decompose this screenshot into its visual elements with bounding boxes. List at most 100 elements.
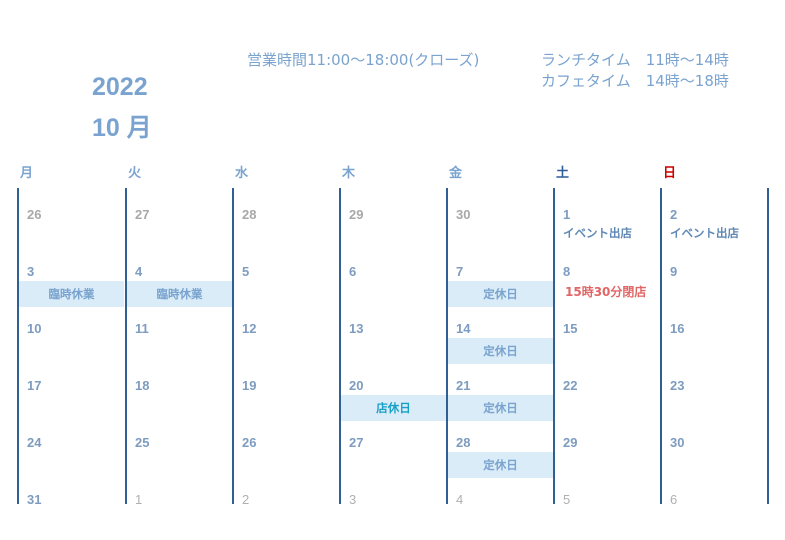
day-number: 3 — [27, 264, 35, 279]
day-cell[interactable]: 12 — [232, 309, 339, 366]
day-cell[interactable]: 29 — [553, 423, 660, 480]
day-cell[interactable]: 14 定休日 — [446, 309, 553, 366]
day-number: 18 — [135, 378, 150, 393]
day-number: 8 — [563, 264, 571, 279]
calendar-month: 10 月 — [92, 114, 152, 142]
day-number: 13 — [349, 321, 364, 336]
weekday-header: 土 — [556, 166, 570, 181]
day-cell[interactable]: 23 — [660, 366, 767, 423]
day-number: 1 — [563, 207, 571, 222]
day-cell[interactable]: 5 — [232, 252, 339, 309]
day-number: 7 — [456, 264, 464, 279]
day-number: 29 — [563, 435, 578, 450]
day-cell[interactable]: 2 — [232, 480, 339, 537]
day-number: 28 — [456, 435, 471, 450]
day-cell[interactable]: 25 — [125, 423, 232, 480]
day-cell[interactable]: 26 — [17, 195, 124, 252]
day-cell[interactable]: 6 — [660, 480, 767, 537]
day-cell[interactable]: 3 — [339, 480, 446, 537]
day-cell[interactable]: 15 — [553, 309, 660, 366]
day-event-label: 定休日 — [483, 344, 518, 358]
day-cell[interactable]: 28 定休日 — [446, 423, 553, 480]
day-cell[interactable]: 8 15時30分閉店 — [553, 252, 660, 309]
day-cell[interactable]: 16 — [660, 309, 767, 366]
day-cell[interactable]: 10 — [17, 309, 124, 366]
day-number: 26 — [242, 435, 257, 450]
weekday-header: 木 — [342, 166, 356, 181]
day-cell[interactable]: 19 — [232, 366, 339, 423]
day-event-label: イベント出店 — [563, 226, 632, 240]
day-event-label: 臨時休業 — [48, 287, 95, 301]
day-number: 16 — [670, 321, 685, 336]
day-number: 12 — [242, 321, 257, 336]
column-divider — [125, 188, 127, 504]
weekday-header: 火 — [128, 166, 142, 181]
day-number: 3 — [349, 492, 357, 507]
cafe-time: カフェタイム 14時～18時 — [541, 72, 729, 90]
day-cell[interactable]: 4 — [446, 480, 553, 537]
day-cell[interactable]: 21 定休日 — [446, 366, 553, 423]
day-number: 26 — [27, 207, 42, 222]
day-cell[interactable]: 13 — [339, 309, 446, 366]
day-cell[interactable]: 7 定休日 — [446, 252, 553, 309]
day-cell[interactable]: 1 イベント出店 — [553, 195, 660, 252]
day-number: 11 — [135, 321, 149, 336]
day-number: 23 — [670, 378, 685, 393]
day-cell[interactable]: 5 — [553, 480, 660, 537]
closed-day-band — [341, 395, 446, 421]
day-number: 4 — [135, 264, 143, 279]
day-event-label: 定休日 — [483, 458, 518, 472]
calendar-year: 2022 — [92, 73, 148, 101]
day-cell[interactable]: 17 — [17, 366, 124, 423]
day-cell[interactable]: 28 — [232, 195, 339, 252]
closed-day-band — [19, 281, 124, 307]
weekday-header: 金 — [449, 166, 463, 181]
day-cell[interactable]: 27 — [339, 423, 446, 480]
weekday-header: 月 — [20, 166, 34, 181]
day-cell[interactable]: 30 — [660, 423, 767, 480]
day-event-label: 15時30分閉店 — [565, 285, 647, 299]
column-divider — [660, 188, 662, 504]
column-divider — [446, 188, 448, 504]
day-number: 10 — [27, 321, 42, 336]
day-event-label: 店休日 — [376, 401, 411, 415]
business-hours: 営業時間11:00～18:00(クローズ) — [247, 51, 480, 69]
day-cell[interactable]: 29 — [339, 195, 446, 252]
day-number: 30 — [456, 207, 471, 222]
day-cell[interactable]: 4 臨時休業 — [125, 252, 232, 309]
day-number: 22 — [563, 378, 578, 393]
day-number: 30 — [670, 435, 685, 450]
day-cell[interactable]: 9 — [660, 252, 767, 309]
day-number: 4 — [456, 492, 464, 507]
day-number: 20 — [349, 378, 364, 393]
day-cell[interactable]: 20 店休日 — [339, 366, 446, 423]
day-number: 27 — [135, 207, 150, 222]
day-number: 28 — [242, 207, 257, 222]
column-divider — [767, 188, 769, 504]
day-number: 21 — [456, 378, 471, 393]
day-cell[interactable]: 3 臨時休業 — [17, 252, 124, 309]
weekday-header: 水 — [235, 166, 249, 181]
day-number: 5 — [563, 492, 571, 507]
day-cell[interactable]: 2 イベント出店 — [660, 195, 767, 252]
column-divider — [232, 188, 234, 504]
day-cell[interactable]: 24 — [17, 423, 124, 480]
closed-day-band — [448, 395, 553, 421]
day-number: 1 — [135, 492, 143, 507]
day-cell[interactable]: 6 — [339, 252, 446, 309]
closed-day-band — [448, 338, 553, 364]
day-cell[interactable]: 31 — [17, 480, 124, 537]
day-cell[interactable]: 1 — [125, 480, 232, 537]
day-cell[interactable]: 22 — [553, 366, 660, 423]
day-number: 6 — [349, 264, 357, 279]
day-cell[interactable]: 26 — [232, 423, 339, 480]
day-cell[interactable]: 30 — [446, 195, 553, 252]
day-event-label: 定休日 — [483, 401, 518, 415]
day-number: 9 — [670, 264, 678, 279]
day-event-label: 定休日 — [483, 287, 518, 301]
day-cell[interactable]: 11 — [125, 309, 232, 366]
day-cell[interactable]: 27 — [125, 195, 232, 252]
day-number: 19 — [242, 378, 257, 393]
day-number: 31 — [27, 492, 42, 507]
day-cell[interactable]: 18 — [125, 366, 232, 423]
